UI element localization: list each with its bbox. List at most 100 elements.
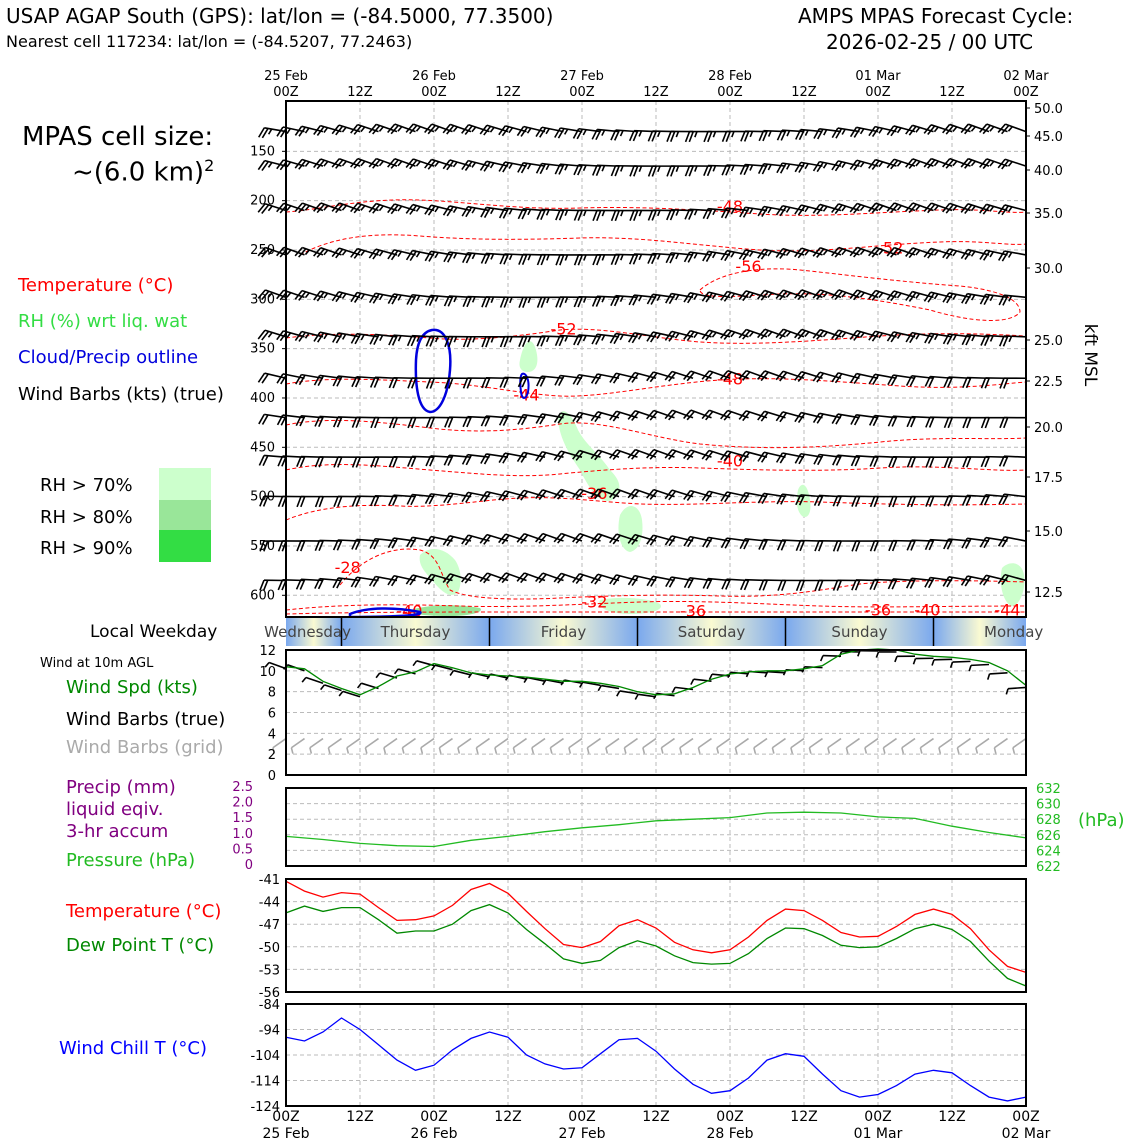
wind-barb-flag (520, 162, 528, 174)
top-date-label: 01 Mar (855, 69, 901, 84)
wind-barb-flag (716, 747, 720, 754)
wind-barb-flag (535, 572, 544, 583)
wind-barb-flag (664, 330, 673, 341)
wind-barb-flag (804, 129, 809, 136)
wind-barb-flag (983, 537, 991, 549)
wind-barb-flag (503, 336, 509, 348)
wind-barb-flag (549, 747, 553, 754)
dewpoint-panel-label: Dew Point T (°C) (66, 935, 215, 956)
rh-shading (410, 605, 481, 616)
wind-barb-flag (590, 411, 599, 422)
wind-barb-flag (590, 488, 599, 498)
wind-barb-flag (594, 412, 603, 423)
wind-barb-flag (263, 540, 269, 552)
wind-barb-flag (613, 333, 621, 345)
wind-barb-flag (798, 494, 806, 506)
wind-barb-flag (999, 417, 1005, 429)
wind-barb-flag (775, 370, 784, 381)
wind-barb-flag (853, 160, 862, 171)
wind-barb-flag (646, 331, 654, 342)
wind-barb-flag (546, 254, 550, 261)
wind-barb-flag (886, 247, 895, 257)
wind-barb-flag (730, 292, 736, 299)
wind-barb-flag (509, 296, 513, 304)
wind-barb-flag (668, 293, 676, 305)
wind-barb-flag (391, 538, 399, 549)
wind-barb-flag (857, 650, 861, 657)
wind-barb-flag (406, 335, 413, 347)
weekday-band (341, 618, 490, 646)
wind-barb-flag (853, 204, 862, 214)
wind-barb-flag (780, 539, 787, 551)
wind-barb-flag (579, 681, 584, 688)
wind-barb-flag (425, 377, 432, 389)
wind-barb-flag (890, 248, 899, 258)
wind-barb-flag (832, 540, 839, 552)
wind-barb-flag (257, 246, 266, 257)
wind-barb-flag (541, 679, 547, 686)
wind-barb-flag (923, 291, 932, 302)
wind-barb-flag (705, 371, 714, 381)
wind-barb-flag (925, 456, 931, 468)
wind-barb-flag (767, 207, 772, 214)
weekday-band (489, 618, 638, 646)
wind-barb-flag (776, 162, 783, 174)
wind-barb-flag (465, 252, 473, 264)
wind-barb-flag (850, 455, 857, 467)
wind-barb-flag (727, 671, 732, 679)
wind-barb-flag (318, 496, 324, 508)
wind-barb-flag (767, 292, 773, 298)
wind-barb-flag (304, 127, 310, 134)
wind-barb-flag (409, 537, 417, 548)
wind-barb-flag (683, 330, 691, 341)
wind-barb-flag (797, 205, 806, 216)
wind-barb-flag (906, 496, 913, 508)
wind-barb-flag (712, 165, 717, 172)
wind-barb-flag (868, 202, 877, 213)
wind-barb-flag (577, 254, 583, 266)
wind-barb-flag (646, 575, 654, 587)
wind-barb-flag (337, 456, 343, 468)
wind-barb-flag (397, 294, 402, 301)
wind-barb-flag (794, 247, 803, 258)
wind-barb-flag (908, 125, 917, 136)
wind-barb-flag (554, 375, 561, 386)
wind-barb-flag (989, 205, 995, 212)
wind-barb (827, 737, 842, 749)
wind-barb-flag (444, 336, 450, 348)
wind-barb-flag (490, 253, 495, 260)
wind-barb-flag (337, 496, 343, 508)
wind-barb-flag (813, 128, 820, 139)
wind-barb-flag (614, 210, 620, 222)
wind-barb-flag (554, 127, 561, 138)
wind-barb-flag (596, 254, 602, 266)
wind-barb-flag (878, 332, 884, 339)
wind-barb-flag (368, 203, 377, 213)
wind-barb-flag (480, 207, 487, 218)
wind-barb-flag (664, 489, 673, 500)
wind-barb-flag (705, 451, 714, 461)
wind-barb-flag (424, 536, 432, 547)
wind-barb-flag (834, 330, 843, 341)
wind-barb-flag (294, 158, 303, 169)
wind-barb-flag (323, 205, 329, 211)
wind-barb-flag (997, 123, 1006, 133)
wind-barb-flag (965, 538, 972, 549)
wind-barb-flag (609, 488, 618, 499)
wind-barb-flag (878, 127, 884, 134)
wind-barb-flag (868, 126, 876, 137)
wind-barb-flag (341, 249, 347, 256)
wind-barb-flag (952, 160, 958, 167)
wind-barb-flag (890, 291, 899, 302)
wind-barb-flag (333, 456, 339, 468)
wind-barb-flag (407, 377, 413, 389)
wind-barb-flag (694, 165, 698, 172)
wind-barb-flag (797, 290, 806, 301)
cell-size-value: ~(6.0 km)2 (72, 156, 214, 188)
isotherm-label: -40 (914, 601, 940, 620)
wind-barb-flag (327, 747, 331, 754)
wind-barb-flag (372, 293, 380, 304)
wind-barb-flag (387, 203, 396, 214)
wind-barb-flag (535, 126, 543, 137)
wind-barb-flag (859, 128, 865, 135)
